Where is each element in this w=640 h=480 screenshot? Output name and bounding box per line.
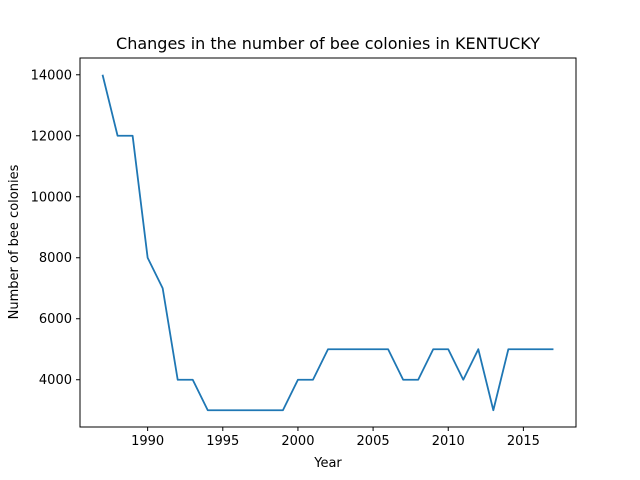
x-tick-label: 2000 xyxy=(281,434,314,449)
y-tick-label: 4000 xyxy=(39,373,72,388)
series-line xyxy=(101,74,554,412)
y-tick-label: 12000 xyxy=(31,129,72,144)
x-tick-label: 2010 xyxy=(432,434,465,449)
plot-frame xyxy=(79,57,577,428)
y-tick-label: 10000 xyxy=(31,190,72,205)
y-tick-label: 8000 xyxy=(39,251,72,266)
y-tick-label: 14000 xyxy=(31,68,72,83)
x-axis-label: Year xyxy=(313,456,342,471)
x-tick-label: 2005 xyxy=(357,434,390,449)
y-axis: 4000 6000 8000 10000 12000 14000 xyxy=(31,68,80,388)
x-tick-label: 1995 xyxy=(206,434,239,449)
plot-area xyxy=(79,57,577,428)
x-axis: 1990 1995 2000 2005 2010 2015 xyxy=(131,427,540,449)
chart-title: Changes in the number of bee colonies in… xyxy=(116,34,540,53)
y-tick-label: 6000 xyxy=(39,312,72,327)
y-axis-label: Number of bee colonies xyxy=(7,164,22,319)
x-tick-label: 1990 xyxy=(131,434,164,449)
x-tick-label: 2015 xyxy=(507,434,540,449)
